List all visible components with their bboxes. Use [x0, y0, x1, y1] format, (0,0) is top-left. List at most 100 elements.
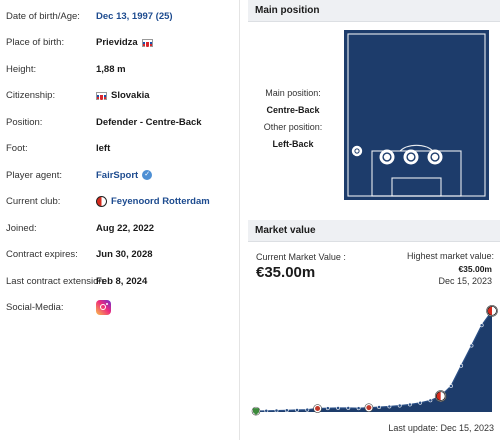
info-value-text: Jun 30, 2028 [96, 249, 153, 260]
last-update-text: Last update: Dec 15, 2023 [388, 423, 494, 433]
market-value-chart-svg[interactable] [248, 300, 500, 424]
info-row: Place of birth: Prievidza [0, 30, 240, 56]
goal-area [391, 177, 442, 197]
market-value-point[interactable] [407, 402, 412, 407]
instagram-icon[interactable] [96, 300, 111, 315]
market-value-chart[interactable] [248, 300, 500, 424]
info-value: Feb 8, 2024 [96, 276, 147, 287]
market-value-point[interactable] [418, 400, 423, 405]
info-row: Social-Media: [0, 295, 240, 321]
slovakia-flag-icon [96, 91, 107, 101]
info-value: left [96, 143, 110, 154]
second-club-crest-icon[interactable] [364, 403, 374, 412]
current-market-value-label: Current Market Value : [256, 252, 346, 262]
info-value[interactable]: Dec 13, 1997 (25) [96, 11, 173, 22]
verified-icon: ✓ [142, 170, 153, 180]
main-position-value: Centre-Back [266, 105, 320, 115]
info-row: Citizenship: Slovakia [0, 83, 240, 109]
info-value-text: Slovakia [111, 90, 150, 101]
other-position-value: Left-Back [272, 139, 314, 149]
info-value-text[interactable]: Dec 13, 1997 (25) [96, 10, 173, 22]
info-value: Jun 30, 2028 [96, 249, 153, 260]
penalty-arc [399, 144, 434, 152]
market-value-point[interactable] [346, 406, 351, 410]
info-value: Prievidza [96, 37, 153, 48]
info-value-text: Prievidza [96, 37, 138, 48]
highest-market-value: €35.00m [458, 264, 492, 274]
slovakia-flag-icon [141, 38, 153, 48]
feyenoord-crest-icon[interactable] [434, 390, 447, 402]
other-position-label: Other position: [263, 122, 323, 132]
info-label: Place of birth: [6, 37, 65, 48]
current-market-value: €35.00m [256, 264, 316, 281]
info-label: Date of birth/Age: [6, 10, 80, 22]
market-value-point[interactable] [377, 405, 382, 410]
club-crest-icon[interactable] [96, 196, 107, 207]
market-value-point[interactable] [397, 403, 402, 408]
info-label: Joined: [6, 222, 37, 234]
market-value-point[interactable] [479, 323, 484, 328]
info-value: 1,88 m [96, 64, 126, 75]
main-position-dot-center [403, 149, 419, 165]
main-position-dot-left [379, 149, 395, 165]
info-row: Date of birth/Age: Dec 13, 1997 (25) [0, 3, 240, 29]
market-value-point[interactable] [469, 343, 474, 348]
market-value-point[interactable] [449, 384, 453, 388]
info-row: Current club: Feyenoord Rotterdam [0, 189, 240, 215]
info-value-text: Feb 8, 2024 [96, 275, 148, 287]
info-value[interactable]: FairSport ✓ [96, 169, 153, 181]
market-value-point[interactable] [336, 406, 341, 410]
pitch-diagram [344, 30, 489, 200]
market-value-point[interactable] [305, 407, 310, 412]
info-value-text[interactable]: Feyenoord Rotterdam [111, 196, 210, 207]
info-row: Player agent: FairSport ✓ [0, 162, 240, 188]
highest-market-value-label: Highest market value: [406, 251, 494, 261]
market-value-point[interactable] [264, 408, 269, 413]
main-position-header: Main position [248, 0, 500, 22]
info-label: Citizenship: [6, 90, 56, 101]
info-value: Defender - Centre-Back [96, 117, 202, 128]
mid-club-crest-icon[interactable] [313, 404, 322, 413]
info-label: Last contract extension: [6, 275, 107, 287]
info-label: Player agent: [6, 169, 62, 181]
feyenoord-crest-icon[interactable] [486, 305, 498, 317]
info-row: Height: 1,88 m [0, 56, 240, 82]
market-value-point[interactable] [387, 404, 392, 409]
market-value-point[interactable] [284, 408, 289, 413]
info-row: Contract expires: Jun 30, 2028 [0, 242, 240, 268]
market-value-point[interactable] [356, 406, 361, 411]
info-value-text: Aug 22, 2022 [96, 222, 155, 234]
market-value-area [256, 310, 492, 412]
market-value-header: Market value [248, 220, 500, 242]
market-value-point[interactable] [459, 363, 464, 368]
early-club-crest-icon[interactable] [251, 406, 261, 416]
info-row: Last contract extension: Feb 8, 2024 [0, 268, 240, 294]
info-value: Slovakia [96, 90, 150, 101]
info-value-text[interactable]: FairSport [96, 169, 139, 181]
main-position-label: Main position: [265, 88, 321, 98]
highest-market-value-date: Dec 15, 2023 [438, 276, 492, 286]
info-value[interactable]: Feyenoord Rotterdam [96, 196, 210, 207]
pitch-svg [347, 33, 486, 197]
info-value: Aug 22, 2022 [96, 223, 154, 234]
market-value-point[interactable] [428, 398, 433, 403]
info-row: Position: Defender - Centre-Back [0, 109, 240, 135]
market-value-point[interactable] [325, 406, 330, 411]
info-label: Position: [6, 116, 43, 128]
info-label: Contract expires: [6, 249, 78, 260]
info-label: Foot: [6, 143, 28, 154]
info-row: Foot: left [0, 136, 240, 162]
other-position-dot [351, 145, 363, 157]
info-value-text: Defender - Centre-Back [96, 116, 202, 128]
info-label: Current club: [6, 196, 61, 207]
market-value-point[interactable] [274, 408, 279, 413]
info-value-text: 1,88 m [96, 63, 126, 75]
info-value [96, 300, 111, 315]
info-row: Joined: Aug 22, 2022 [0, 215, 240, 241]
market-value-point[interactable] [295, 408, 299, 412]
pitch-outline [347, 33, 486, 197]
info-label: Height: [6, 63, 37, 75]
info-value-text: left [96, 143, 111, 154]
player-info-table: Date of birth/Age: Dec 13, 1997 (25) Place… [0, 0, 240, 440]
info-label: Social-Media: [6, 302, 64, 313]
